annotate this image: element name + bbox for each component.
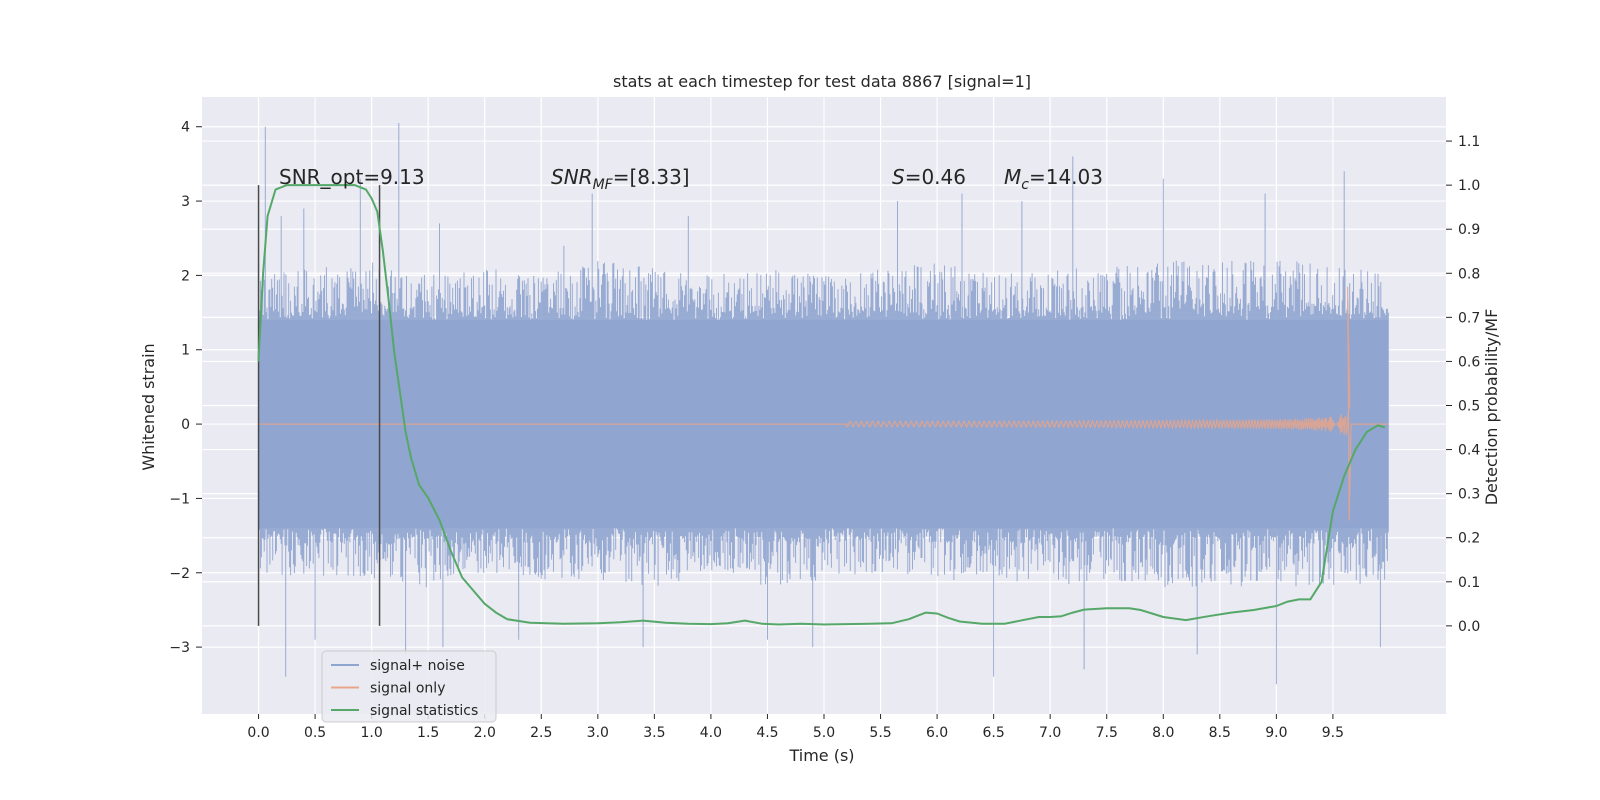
annotation-s-symbol: S — [892, 165, 905, 189]
series-signal-only — [258, 286, 1389, 521]
legend[interactable]: signal+ noise signal only signal statistic… — [321, 650, 497, 723]
y-left-tick-label: 4 — [181, 120, 190, 136]
x-axis-label: Time (s) — [788, 746, 854, 765]
x-tick-label: 9.5 — [1322, 725, 1344, 741]
x-tick-label: 8.5 — [1209, 725, 1231, 741]
x-tick-label: 2.0 — [474, 725, 496, 741]
x-tick-label: 5.5 — [869, 725, 891, 741]
y-left-tick-label: 1 — [181, 343, 190, 359]
y-right-tick-label: 0.2 — [1458, 531, 1480, 547]
x-tick-label: 3.0 — [587, 725, 609, 741]
y-right-tick-label: 0.1 — [1458, 575, 1480, 591]
y-left-tick-label: 0 — [181, 417, 190, 433]
y-right-tick-label: 0.8 — [1458, 266, 1480, 282]
x-tick-label: 8.0 — [1152, 725, 1174, 741]
y-right-tick-label: 0.0 — [1458, 619, 1480, 635]
x-tick-label: 5.0 — [813, 725, 835, 741]
y-right-tick-label: 0.6 — [1458, 354, 1480, 370]
y-right-tick-label: 1.1 — [1458, 134, 1480, 150]
y-left-tick-label: −2 — [169, 566, 190, 582]
annotation-mc-value: =14.03 — [1029, 165, 1103, 189]
y-axis-label-left: Whitened strain — [139, 343, 158, 470]
annotation-mc: Mc=14.03 — [1004, 165, 1103, 193]
annotation-snr-mf: SNRMF=[8.33] — [551, 165, 690, 193]
annotation-snr-opt: SNR_opt=9.13 — [279, 165, 425, 189]
series-signal-statistics — [257, 184, 1386, 626]
x-tick-label: 0.0 — [247, 725, 269, 741]
annotation-mc-symbol: M — [1004, 165, 1021, 189]
y-left-tick-label: −1 — [169, 491, 190, 507]
x-tick-label: 3.5 — [643, 725, 665, 741]
legend-label: signal statistics — [370, 703, 478, 719]
x-tick-label: 4.0 — [700, 725, 722, 741]
annotation-snr-mf-value: =[8.33] — [613, 165, 690, 189]
x-tick-label: 2.5 — [530, 725, 552, 741]
x-tick-label: 1.5 — [417, 725, 439, 741]
legend-box — [321, 650, 497, 723]
y-right-tick-label: 0.9 — [1458, 222, 1480, 238]
plot-area — [257, 123, 1389, 685]
x-tick-label: 7.0 — [1039, 725, 1061, 741]
annotation-snr-mf-subscript: MF — [593, 177, 614, 193]
y-right-tick-label: 0.7 — [1458, 310, 1480, 326]
y-right-tick-label: 1.0 — [1458, 178, 1480, 194]
chart-title: stats at each timestep for test data 886… — [613, 72, 1031, 91]
x-tick-label: 9.0 — [1265, 725, 1287, 741]
annotation-snr-mf-symbol: SNR — [551, 165, 593, 189]
x-tick-label: 7.5 — [1096, 725, 1118, 741]
y-left-tick-label: 2 — [181, 268, 190, 284]
x-tick-label: 1.0 — [361, 725, 383, 741]
x-tick-label: 0.5 — [304, 725, 326, 741]
annotation-s: S=0.46 — [892, 165, 966, 189]
y-right-tick-label: 0.5 — [1458, 399, 1480, 415]
annotation-mc-subscript: c — [1021, 177, 1029, 193]
annotation-s-value: =0.46 — [905, 165, 966, 189]
legend-label: signal only — [370, 681, 445, 697]
axes: 0.0 0.5 1.0 1.5 2.0 2.5 3.0 3.5 4.0 4.5 5.0 5.5 6.0 6… — [169, 120, 1480, 741]
y-left-tick-label: 3 — [181, 194, 190, 210]
x-tick-label: 6.0 — [926, 725, 948, 741]
legend-label: signal+ noise — [370, 658, 465, 674]
y-right-tick-label: 0.4 — [1458, 443, 1480, 459]
y-left-tick-label: −3 — [169, 640, 190, 656]
x-tick-label: 6.5 — [983, 725, 1005, 741]
x-tick-label: 4.5 — [756, 725, 778, 741]
y-axis-label-right: Detection probability/MF — [1482, 309, 1501, 506]
annotations: SNR_opt=9.13 SNRMF=[8.33] S=0.46 Mc=14.03 — [279, 165, 1103, 193]
y-right-tick-label: 0.3 — [1458, 487, 1480, 503]
